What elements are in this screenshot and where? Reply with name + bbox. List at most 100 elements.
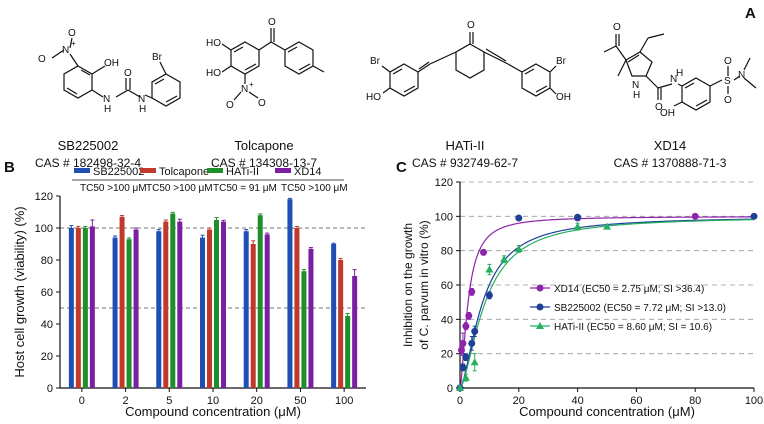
atom-o2: O <box>68 28 76 39</box>
data-point <box>515 214 523 222</box>
x-tick-label: 0 <box>457 395 463 407</box>
bar <box>243 231 249 388</box>
y-tick-label: 60 <box>441 280 453 292</box>
legend-tc50: TC50 >100 μM <box>281 183 348 194</box>
cas-xd14: CAS # 1370888-71-3 <box>614 156 727 170</box>
bar <box>89 226 95 388</box>
bar <box>82 228 88 388</box>
atom-n-sulf: N <box>738 70 745 81</box>
legend-label: XD14 (EC50 = 2.75 μM; SI >36.4) <box>554 284 704 295</box>
atom-n-h2: N <box>138 94 145 105</box>
data-point <box>470 358 479 366</box>
bar <box>156 231 162 388</box>
legend-label: HATi-II <box>226 166 259 178</box>
legend-marker <box>536 284 544 292</box>
atom-o: O <box>38 54 46 65</box>
legend-label: Tolcapone <box>159 166 209 178</box>
legend-swatch <box>207 168 223 173</box>
cas-sb225002: CAS # 182498-32-4 <box>35 156 141 170</box>
compound-name-sb225002: SB225002 <box>58 138 119 153</box>
atom-ho: HO <box>366 92 381 103</box>
atom-s: S <box>724 76 731 87</box>
bar <box>345 316 351 388</box>
structure-xd14 <box>603 33 757 111</box>
legend-swatch <box>140 168 156 173</box>
atom-o2: O <box>226 100 234 111</box>
x-tick-label: 100 <box>745 395 763 407</box>
x-tick-label: 0 <box>79 395 85 407</box>
data-point <box>603 222 611 230</box>
y-tick-label: 100 <box>435 211 453 223</box>
atom-n: N <box>62 45 69 56</box>
bar <box>301 271 307 388</box>
y-axis-title-line1: Inhibition on the growth <box>401 223 415 347</box>
bar <box>338 260 344 388</box>
fit-curve <box>459 219 755 389</box>
data-point <box>574 213 582 221</box>
bar <box>163 221 169 388</box>
y-tick-label: 80 <box>441 246 453 258</box>
hati-ii-atom-labels: O Br Br HO OH <box>366 20 571 103</box>
legend-swatch <box>275 168 291 173</box>
bar <box>68 228 74 388</box>
bar <box>294 228 300 388</box>
atom-o2: O <box>655 102 663 113</box>
atom-o: O <box>467 20 475 31</box>
atom-h-amide: H <box>676 68 683 79</box>
data-point <box>573 222 582 230</box>
legend-label: HATi-II (EC50 = 8.60 μM; SI = 10.6) <box>554 322 712 333</box>
atom-n-h1: N <box>103 94 110 105</box>
x-tick-label: 20 <box>513 395 525 407</box>
tolcapone-atom-labels: O HO HO N + O O <box>206 17 276 111</box>
data-point <box>465 312 473 320</box>
atom-o3: O <box>124 68 132 79</box>
legend-label: SB225002 <box>93 166 144 178</box>
y-tick-label: 40 <box>441 314 453 326</box>
data-point <box>485 291 493 299</box>
legend-tc50: TC50 >100 μM <box>80 183 147 194</box>
y-tick-label: 80 <box>41 255 53 267</box>
dose-response-chart: 0 20 40 60 80 100 120 0 20 40 60 80 100 XD14 (EC50 = … <box>401 177 763 419</box>
y-tick-label: 0 <box>47 383 53 395</box>
atom-ho1: HO <box>206 38 221 49</box>
x-tick-label: 5 <box>166 395 172 407</box>
atom-n-ring: N <box>632 80 639 91</box>
atom-charge: + <box>71 39 76 48</box>
atom-n-amide: N <box>670 74 677 85</box>
y-tick-label: 60 <box>41 287 53 299</box>
atom-charge: + <box>249 80 254 89</box>
data-point <box>691 212 699 220</box>
atom-o4: O <box>724 95 732 106</box>
atom-h-ring: H <box>633 90 640 101</box>
compound-name-tolcapone: Tolcapone <box>234 138 293 153</box>
xd14-atom-labels: O N H N H O OH S O O N <box>613 22 745 119</box>
atom-br1: Br <box>370 56 381 67</box>
x-tick-label: 2 <box>123 395 129 407</box>
legend-swatch <box>74 168 90 173</box>
data-point <box>500 255 509 263</box>
compound-name-hati-ii: HATi-II <box>446 138 485 153</box>
bar <box>177 221 183 388</box>
atom-o3: O <box>258 98 266 109</box>
bar <box>287 199 293 388</box>
legend-tc50: TC50 = 91 μM <box>213 183 277 194</box>
legend-label: SB225002 (EC50 = 7.72 μM; SI >13.0) <box>554 303 726 314</box>
data-point <box>471 327 479 335</box>
atom-h1: H <box>104 104 111 115</box>
y-axis-title-line2: of C. parvum in vitro (%) <box>417 220 431 349</box>
bar <box>331 244 337 388</box>
x-tick-label: 40 <box>571 395 583 407</box>
legend-marker <box>536 322 544 329</box>
data-point <box>750 212 758 220</box>
atom-o: O <box>268 17 276 28</box>
fit-curve <box>459 216 755 388</box>
bar <box>133 229 139 388</box>
data-point <box>459 363 467 371</box>
data-point <box>462 322 470 330</box>
atom-oh: OH <box>104 58 119 69</box>
bar <box>352 276 358 388</box>
y-tick-label: 20 <box>41 351 53 363</box>
legend-label: XD14 <box>294 166 322 178</box>
bar <box>126 239 132 388</box>
